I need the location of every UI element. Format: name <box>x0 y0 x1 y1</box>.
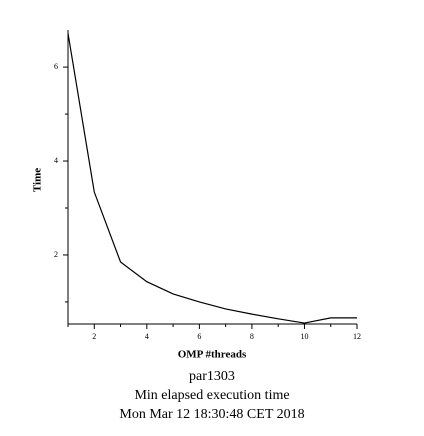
x-tick-label: 6 <box>197 332 201 341</box>
x-tick-label: 2 <box>92 332 96 341</box>
x-tick-label: 12 <box>353 332 361 341</box>
x-tick-label: 10 <box>300 332 308 341</box>
x-tick-label: 4 <box>145 332 149 341</box>
caption-line: Mon Mar 12 18:30:48 CET 2018 <box>119 407 304 422</box>
x-tick-label: 8 <box>250 332 254 341</box>
y-tick-label: 4 <box>54 156 58 165</box>
caption-line: par1303 <box>189 369 235 384</box>
data-line <box>67 33 357 324</box>
x-axis-label: OMP #threads <box>178 349 247 361</box>
y-axis-label: Time <box>32 168 44 192</box>
y-tick-label: 6 <box>54 62 58 71</box>
caption-line: Min elapsed execution time <box>134 388 289 403</box>
y-tick-label: 2 <box>54 250 58 259</box>
